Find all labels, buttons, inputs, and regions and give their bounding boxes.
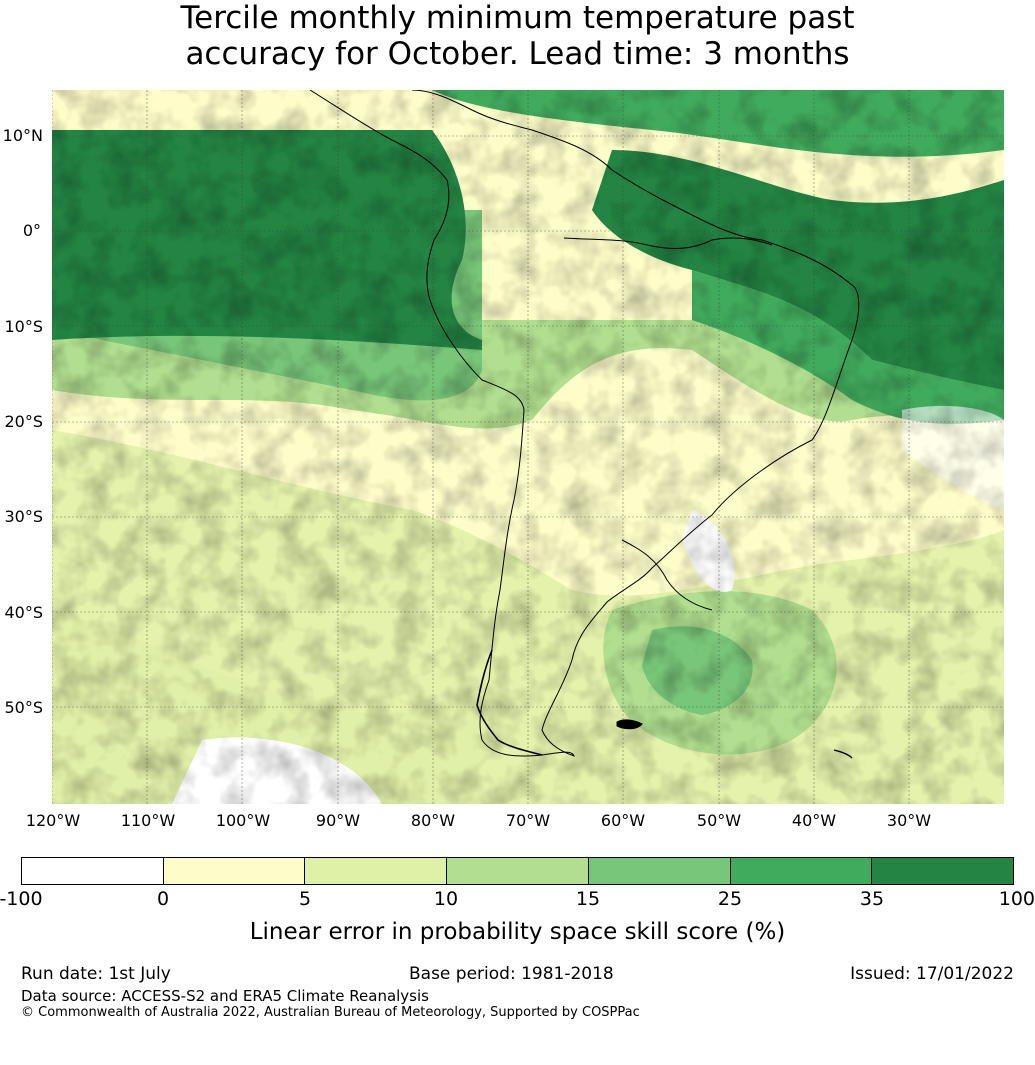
lat-label-30s: 30°S [4,507,43,526]
colorbar-segment-10-15 [447,858,589,884]
base-period: Base period: 1981-2018 [409,964,614,984]
lon-label-30w: 30°W [886,811,932,830]
lon-label-70w: 70°W [505,811,551,830]
coastline-chile-fjords [476,649,543,756]
lon-label-110w: 110°W [120,811,176,830]
colorbar-tick-25: 25 [717,888,743,910]
lat-label-10s: 10°S [4,317,43,336]
coastline-south-america [309,90,860,757]
colorbar-tick-15: 15 [575,888,601,910]
colorbar-tick-0: 0 [156,888,170,910]
colorbar-tick-35: 35 [859,888,885,910]
lat-label-0: 0° [22,221,41,240]
coastline-falklands [616,719,643,730]
copyright: © Commonwealth of Australia 2022, Austra… [21,1005,640,1020]
data-source: Data source: ACCESS-S2 and ERA5 Climate … [21,987,429,1005]
lon-label-60w: 60°W [600,811,646,830]
lat-label-40s: 40°S [4,603,43,622]
lon-label-100w: 100°W [215,811,271,830]
title-line-1: Tercile monthly minimum temperature past [180,0,855,36]
colorbar-tick-10: 10 [433,888,459,910]
lon-label-120w: 120°W [25,811,81,830]
title-line-2: accuracy for October. Lead time: 3 month… [185,36,850,72]
colorbar-segment-neg100-0 [22,858,164,884]
colorbar [21,857,1014,885]
lon-label-80w: 80°W [410,811,456,830]
map-canvas [52,90,1004,804]
lat-label-50s: 50°S [4,698,43,717]
colorbar-segment-0-5 [163,858,306,884]
run-date: Run date: 1st July [21,964,171,984]
lon-label-40w: 40°W [791,811,837,830]
skill-score-map [52,90,1004,804]
colorbar-tick-5: 5 [298,888,312,910]
colorbar-tick-100: 100 [998,888,1035,910]
colorbar-segment-5-10 [305,858,448,884]
colorbar-tick-neg100: -100 [0,888,43,910]
gridlines [52,90,1004,804]
lon-label-50w: 50°W [696,811,742,830]
coastline-rio-de-la-plata [621,539,713,611]
colorbar-segment-35-100 [872,858,1014,884]
lat-label-20s: 20°S [4,412,43,431]
colorbar-segment-25-35 [730,858,873,884]
map-title: Tercile monthly minimum temperature past… [0,0,1035,72]
lat-label-10n: 10°N [2,126,43,145]
coastline-south-georgia [833,749,853,759]
lon-label-90w: 90°W [315,811,361,830]
coastline-amazon-delta [563,237,773,249]
colorbar-label: Linear error in probability space skill … [249,919,786,945]
issued-date: Issued: 17/01/2022 [850,964,1014,984]
colorbar-segment-15-25 [588,858,731,884]
